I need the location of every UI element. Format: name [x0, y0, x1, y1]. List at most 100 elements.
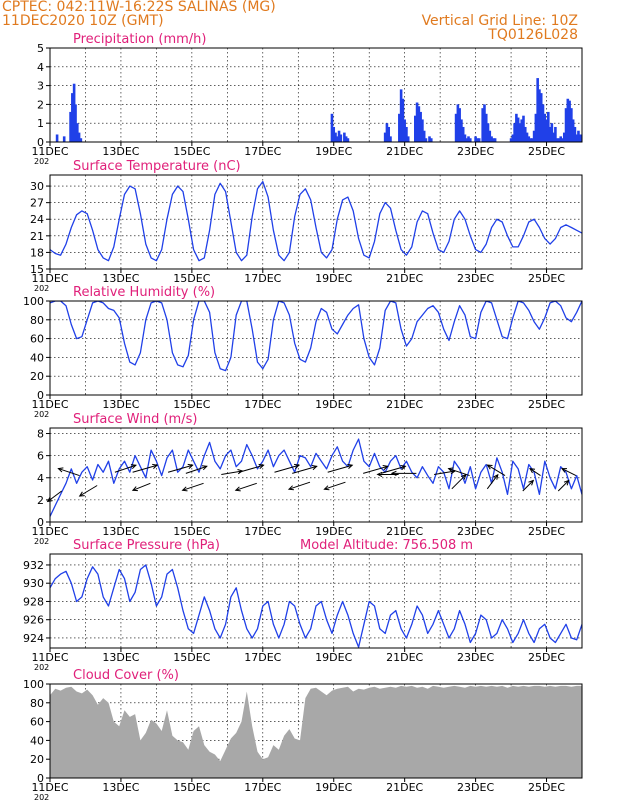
model-id: TQ0126L028	[488, 27, 578, 43]
precip-bar	[460, 119, 463, 142]
precip-bar	[564, 108, 568, 142]
x-tick-label: 13DEC	[102, 651, 139, 664]
precip-bar	[463, 134, 467, 142]
precip-bar	[554, 126, 557, 142]
wind-vector-head	[46, 496, 53, 503]
precip-bar	[467, 136, 470, 142]
y-tick-label: 928	[23, 595, 44, 608]
wind-vector	[522, 480, 534, 492]
y-tick-label: 926	[23, 614, 44, 627]
x-year-label: 202	[34, 284, 49, 293]
x-year-label: 202	[34, 663, 49, 672]
precip-bar	[509, 138, 513, 142]
x-tick-label: 17DEC	[244, 398, 281, 411]
wind-vector-head	[234, 486, 241, 492]
precip-bar	[520, 119, 524, 142]
precip-bar	[477, 138, 481, 142]
panel-precip: 0 1 2 3 4 5 11DEC 13DEC 15DEC 17DEC 19DEC 21DEC 23DE…	[31, 32, 583, 166]
wind-vector-head	[287, 485, 294, 491]
wind-vector	[114, 464, 137, 473]
x-tick-label: 15DEC	[173, 781, 210, 794]
x-tick-label: 19DEC	[315, 145, 352, 158]
precip-bar	[332, 126, 336, 142]
wind-vector	[221, 470, 243, 475]
y-tick-label: 60	[30, 716, 44, 729]
x-year-label: 202	[34, 410, 49, 419]
wind-vector	[58, 468, 80, 477]
precip-bar	[335, 136, 339, 142]
panel-title: Precipitation (mm/h)	[73, 32, 206, 47]
precip-bar	[76, 123, 79, 142]
x-tick-label: 19DEC	[315, 781, 352, 794]
precip-bar	[573, 126, 577, 142]
plot-frame	[49, 683, 583, 779]
y-tick-label: 924	[23, 632, 44, 645]
y-tick-label: 40	[30, 734, 44, 747]
precip-bar	[513, 123, 516, 142]
y-tick-label: 2	[37, 98, 44, 111]
wind-vector	[292, 465, 317, 474]
precip-bar	[55, 134, 59, 142]
x-tick-label: 25DEC	[528, 145, 565, 158]
y-tick-label: 100	[23, 678, 44, 691]
precip-bar	[557, 138, 561, 142]
x-tick-label: 25DEC	[528, 781, 565, 794]
precip-bar	[71, 93, 74, 142]
precip-bar	[511, 134, 515, 142]
plot-frame	[49, 427, 583, 523]
wind-vector-head	[57, 467, 64, 473]
precip-bar	[529, 138, 532, 142]
x-tick-label: 21DEC	[386, 651, 423, 664]
precip-bar	[552, 132, 555, 142]
precip-bar	[405, 126, 408, 142]
wind-vector	[487, 464, 506, 476]
wind-vector-head	[347, 463, 354, 469]
wind-vector	[288, 481, 311, 490]
x-tick-label: 17DEC	[244, 525, 281, 538]
wind-vector-head	[486, 464, 493, 470]
x-year-label: 202	[34, 793, 49, 800]
x-tick-label: 19DEC	[315, 272, 352, 285]
x-tick-label: 19DEC	[315, 525, 352, 538]
precip-bar	[403, 119, 406, 142]
y-tick-label: 100	[23, 295, 44, 308]
precip-bar	[79, 138, 83, 142]
wind-vector-head	[563, 479, 570, 486]
precip-bar	[422, 130, 426, 142]
x-tick-label: 11DEC	[31, 398, 68, 411]
wind-vector-head	[294, 463, 301, 469]
precip-bar	[465, 138, 469, 142]
plot-frame	[49, 47, 583, 143]
x-tick-label: 21DEC	[386, 398, 423, 411]
precip-bar	[550, 123, 554, 142]
wind-vector-head	[493, 473, 499, 480]
wind-vector	[185, 465, 207, 474]
y-tick-label: 0	[37, 136, 44, 149]
precip-bar	[538, 89, 541, 142]
precip-bar	[515, 113, 518, 142]
precip-bar	[474, 136, 477, 142]
wind-vector-head	[78, 491, 85, 497]
chart-header: CPTEC: 042:11W-16:22S SALINAS (MG) 11DEC…	[0, 0, 618, 44]
wind-vector	[380, 465, 406, 474]
x-tick-label: 13DEC	[102, 272, 139, 285]
precip-bar	[525, 132, 529, 142]
precip-bar	[69, 111, 72, 142]
precip-bar	[575, 134, 578, 142]
precip-bar	[421, 119, 424, 142]
y-tick-label: 930	[23, 577, 44, 590]
x-tick-label: 15DEC	[173, 272, 210, 285]
wind-vector-head	[400, 465, 407, 471]
x-tick-label: 17DEC	[244, 781, 281, 794]
wind-series-line	[50, 438, 582, 517]
x-tick-label: 21DEC	[386, 525, 423, 538]
precip-bar	[516, 117, 520, 142]
y-tick-label: 27	[30, 197, 44, 210]
precip-bar	[389, 136, 392, 142]
precip-bar	[383, 132, 387, 142]
panel-title: Surface Wind (m/s)	[73, 412, 197, 427]
precip-bar	[571, 119, 575, 142]
wind-vector	[132, 482, 151, 491]
wind-vector	[238, 464, 264, 473]
y-tick-label: 2	[37, 494, 44, 507]
